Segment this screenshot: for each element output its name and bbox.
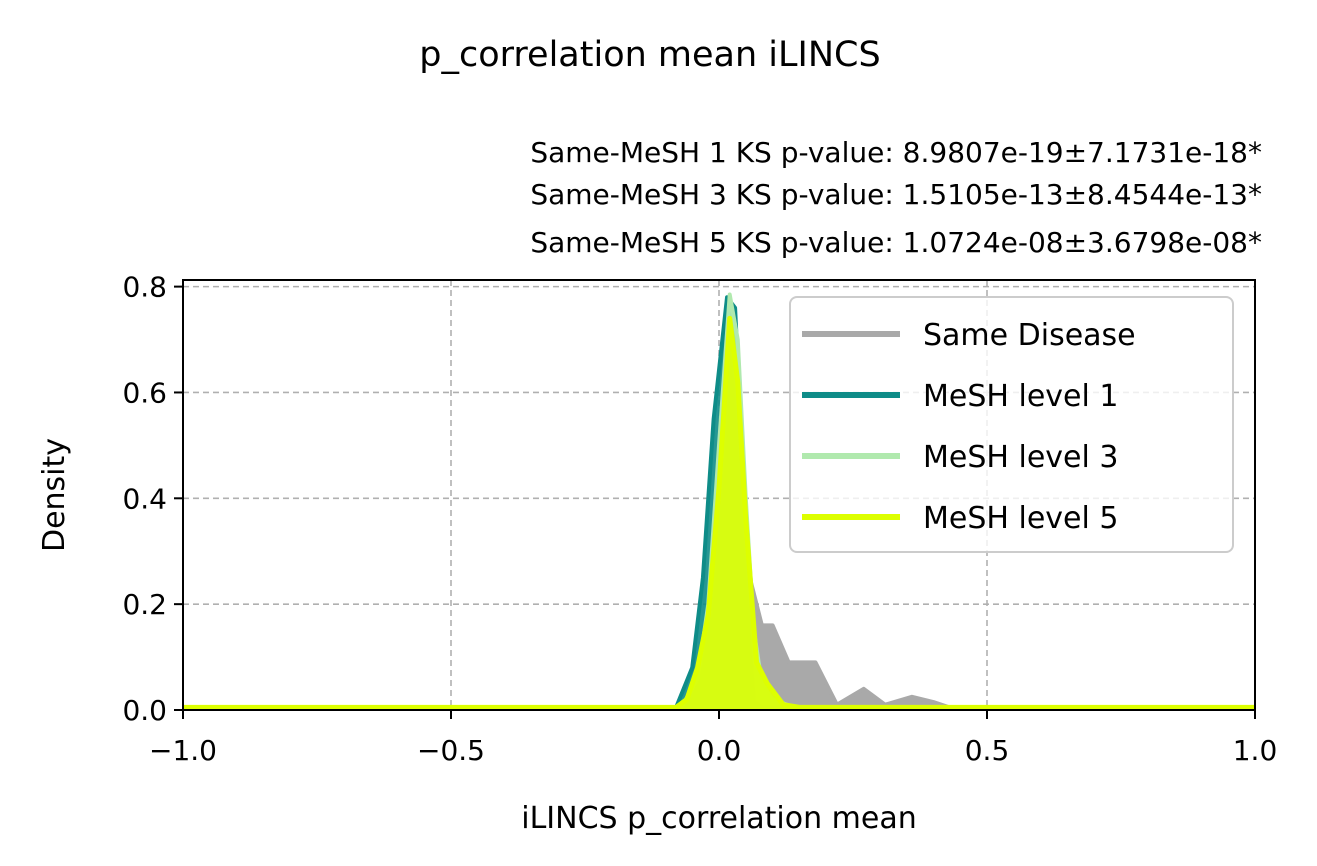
y-tick-label: 0.2	[122, 588, 167, 621]
y-tick-label: 0.0	[122, 694, 167, 727]
axis-ticks: −1.0 −0.5 0.0 0.5 1.0 0.0 0.2 0.4 0.6 0.8	[122, 271, 1277, 767]
legend-label: MeSH level 5	[923, 501, 1118, 536]
x-tick-label: −1.0	[149, 734, 217, 767]
x-tick-label: −0.5	[417, 734, 485, 767]
y-tick-label: 0.4	[122, 482, 167, 515]
subtitle-line-3: Same-MeSH 5 KS p-value: 1.0724e-08±3.679…	[530, 226, 1262, 259]
series-layer	[183, 292, 1255, 710]
y-tick-label: 0.8	[122, 271, 167, 304]
subtitle-line-2: Same-MeSH 3 KS p-value: 1.5105e-13±8.454…	[530, 178, 1262, 211]
series-4-line	[183, 315, 1255, 710]
y-tick-label: 0.6	[122, 376, 167, 409]
legend-box	[789, 296, 1234, 553]
legend-label: MeSH level 3	[923, 440, 1118, 475]
legend: Same Disease MeSH level 1 MeSH level 3 MeSH…	[789, 296, 1234, 553]
x-axis-label: iLINCS p_correlation mean	[521, 801, 917, 836]
legend-label: Same Disease	[923, 318, 1136, 353]
x-tick-label: 1.0	[1233, 734, 1278, 767]
x-tick-label: 0.5	[965, 734, 1010, 767]
y-axis-label: Density	[37, 438, 72, 552]
x-tick-label: 0.0	[697, 734, 742, 767]
subtitle-line-1: Same-MeSH 1 KS p-value: 8.9807e-19±7.173…	[530, 136, 1262, 169]
legend-label: MeSH level 1	[923, 379, 1118, 414]
chart-title: p_correlation mean iLINCS	[419, 35, 880, 75]
